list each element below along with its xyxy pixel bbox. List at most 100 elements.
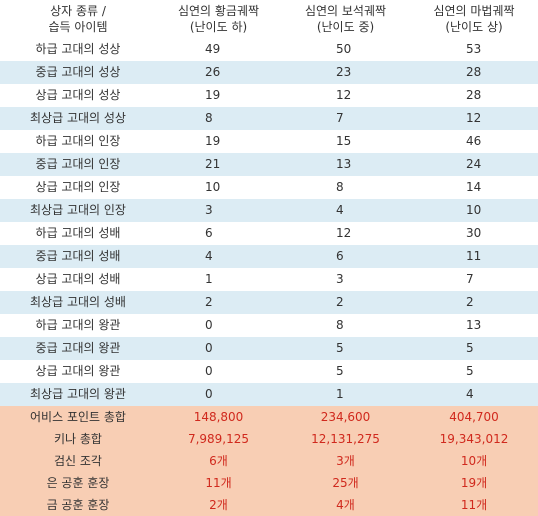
gold-chest-total: 2개: [156, 494, 281, 516]
gold-chest-total: 6개: [156, 450, 281, 472]
magic-chest-count: 28: [410, 84, 538, 107]
jewel-chest-count: 1: [281, 383, 410, 406]
gold-chest-count: 19: [156, 130, 281, 153]
item-name: 상급 고대의 인장: [0, 176, 156, 199]
gold-chest-count: 2: [156, 291, 281, 314]
gold-chest-count: 0: [156, 337, 281, 360]
jewel-chest-count: 5: [281, 360, 410, 383]
magic-chest-total: 10개: [410, 450, 538, 472]
table-row: 중급 고대의 성배 4 6 11: [0, 245, 538, 268]
jewel-chest-total: 12,131,275: [281, 428, 410, 450]
magic-chest-total: 19,343,012: [410, 428, 538, 450]
table-row: 최상급 고대의 왕관 0 1 4: [0, 383, 538, 406]
table-row: 상급 고대의 인장 10 8 14: [0, 176, 538, 199]
magic-chest-count: 13: [410, 314, 538, 337]
gold-chest-count: 21: [156, 153, 281, 176]
jewel-chest-count: 8: [281, 314, 410, 337]
jewel-chest-count: 4: [281, 199, 410, 222]
jewel-chest-count: 15: [281, 130, 410, 153]
item-name: 상급 고대의 성상: [0, 84, 156, 107]
table-row: 상급 고대의 성배 1 3 7: [0, 268, 538, 291]
gold-chest-count: 8: [156, 107, 281, 130]
jewel-chest-total: 3개: [281, 450, 410, 472]
table-row: 하급 고대의 왕관 0 8 13: [0, 314, 538, 337]
jewel-chest-count: 8: [281, 176, 410, 199]
gold-chest-total: 11개: [156, 472, 281, 494]
header-magic-chest: 심연의 마법궤짝 (난이도 상): [410, 0, 538, 38]
magic-chest-count: 12: [410, 107, 538, 130]
summary-label: 검신 조각: [0, 450, 156, 472]
item-name: 상급 고대의 성배: [0, 268, 156, 291]
gold-chest-count: 1: [156, 268, 281, 291]
gold-chest-total: 7,989,125: [156, 428, 281, 450]
table-row: 중급 고대의 성상 26 23 28: [0, 61, 538, 84]
jewel-chest-count: 23: [281, 61, 410, 84]
magic-chest-count: 5: [410, 360, 538, 383]
item-name: 하급 고대의 왕관: [0, 314, 156, 337]
table-row: 상급 고대의 왕관 0 5 5: [0, 360, 538, 383]
item-name: 중급 고대의 성상: [0, 61, 156, 84]
magic-chest-count: 5: [410, 337, 538, 360]
summary-row: 어비스 포인트 총합 148,800 234,600 404,700: [0, 406, 538, 428]
table-row: 하급 고대의 성상 49 50 53: [0, 38, 538, 61]
jewel-chest-total: 25개: [281, 472, 410, 494]
magic-chest-count: 53: [410, 38, 538, 61]
gold-chest-count: 19: [156, 84, 281, 107]
table-row: 하급 고대의 인장 19 15 46: [0, 130, 538, 153]
magic-chest-count: 2: [410, 291, 538, 314]
jewel-chest-count: 7: [281, 107, 410, 130]
gold-chest-count: 49: [156, 38, 281, 61]
gold-chest-total: 148,800: [156, 406, 281, 428]
table-row: 최상급 고대의 성배 2 2 2: [0, 291, 538, 314]
jewel-chest-count: 2: [281, 291, 410, 314]
header-jewel-chest: 심연의 보석궤짝 (난이도 중): [281, 0, 410, 38]
table-row: 중급 고대의 인장 21 13 24: [0, 153, 538, 176]
magic-chest-count: 11: [410, 245, 538, 268]
jewel-chest-count: 12: [281, 222, 410, 245]
summary-row: 금 공훈 훈장 2개 4개 11개: [0, 494, 538, 516]
item-name: 최상급 고대의 왕관: [0, 383, 156, 406]
jewel-chest-total: 234,600: [281, 406, 410, 428]
gold-chest-count: 0: [156, 383, 281, 406]
summary-label: 은 공훈 훈장: [0, 472, 156, 494]
jewel-chest-count: 5: [281, 337, 410, 360]
magic-chest-count: 28: [410, 61, 538, 84]
summary-row: 키나 총합 7,989,125 12,131,275 19,343,012: [0, 428, 538, 450]
jewel-chest-count: 6: [281, 245, 410, 268]
magic-chest-total: 11개: [410, 494, 538, 516]
header-row: 상자 종류 / 습득 아이템 심연의 황금궤짝 (난이도 하) 심연의 보석궤짝…: [0, 0, 538, 38]
gold-chest-count: 4: [156, 245, 281, 268]
item-name: 최상급 고대의 성상: [0, 107, 156, 130]
magic-chest-count: 30: [410, 222, 538, 245]
magic-chest-total: 19개: [410, 472, 538, 494]
jewel-chest-count: 3: [281, 268, 410, 291]
summary-label: 어비스 포인트 총합: [0, 406, 156, 428]
summary-row: 은 공훈 훈장 11개 25개 19개: [0, 472, 538, 494]
table-row: 중급 고대의 왕관 0 5 5: [0, 337, 538, 360]
item-name: 중급 고대의 성배: [0, 245, 156, 268]
gold-chest-count: 3: [156, 199, 281, 222]
jewel-chest-total: 4개: [281, 494, 410, 516]
jewel-chest-count: 12: [281, 84, 410, 107]
item-name: 상급 고대의 왕관: [0, 360, 156, 383]
magic-chest-count: 7: [410, 268, 538, 291]
magic-chest-count: 46: [410, 130, 538, 153]
header-gold-chest: 심연의 황금궤짝 (난이도 하): [156, 0, 281, 38]
magic-chest-total: 404,700: [410, 406, 538, 428]
summary-label: 키나 총합: [0, 428, 156, 450]
magic-chest-count: 14: [410, 176, 538, 199]
item-name: 하급 고대의 인장: [0, 130, 156, 153]
magic-chest-count: 10: [410, 199, 538, 222]
table-row: 최상급 고대의 인장 3 4 10: [0, 199, 538, 222]
table-row: 최상급 고대의 성상 8 7 12: [0, 107, 538, 130]
jewel-chest-count: 50: [281, 38, 410, 61]
gold-chest-count: 26: [156, 61, 281, 84]
magic-chest-count: 4: [410, 383, 538, 406]
item-name: 중급 고대의 인장: [0, 153, 156, 176]
magic-chest-count: 24: [410, 153, 538, 176]
item-name: 하급 고대의 성배: [0, 222, 156, 245]
item-name: 최상급 고대의 성배: [0, 291, 156, 314]
header-item-type: 상자 종류 / 습득 아이템: [0, 0, 156, 38]
summary-row: 검신 조각 6개 3개 10개: [0, 450, 538, 472]
